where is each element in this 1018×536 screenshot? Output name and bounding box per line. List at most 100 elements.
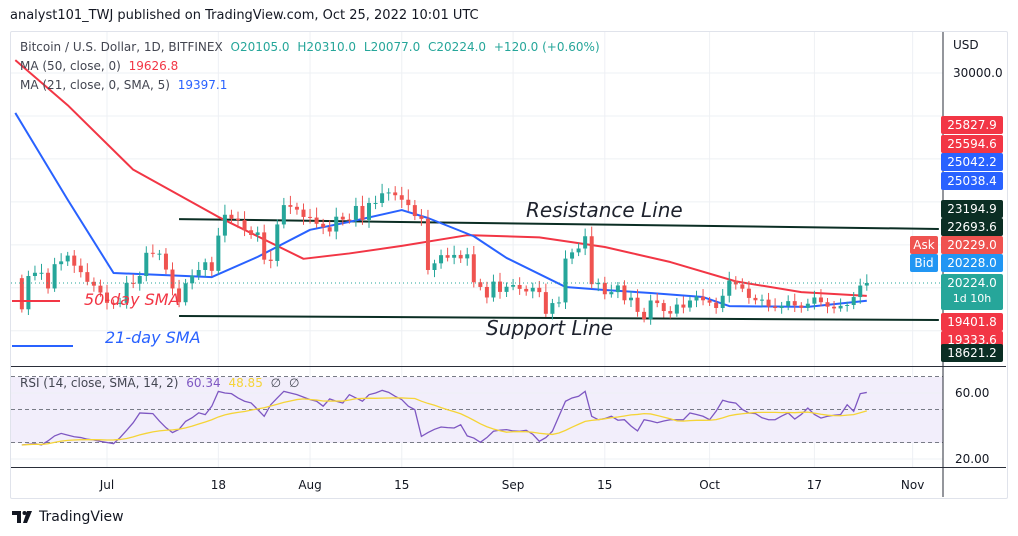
candle bbox=[406, 189, 411, 212]
candle-body bbox=[255, 232, 260, 235]
candle bbox=[517, 277, 522, 295]
candle bbox=[72, 250, 77, 273]
candle-body bbox=[498, 281, 502, 292]
rsi-line bbox=[21, 389, 867, 446]
tradingview-logo-icon bbox=[12, 511, 32, 523]
candle bbox=[360, 195, 365, 225]
candle-body bbox=[137, 275, 142, 284]
candle-body bbox=[458, 254, 463, 259]
candle bbox=[714, 297, 719, 314]
candle-body bbox=[340, 216, 345, 220]
candle-body bbox=[530, 287, 535, 292]
candle bbox=[334, 207, 339, 240]
candle-body bbox=[602, 282, 607, 295]
rsi-axis-20: 20.00 bbox=[955, 452, 990, 466]
symbol-name: Bitcoin / U.S. Dollar, 1D, BITFINEX bbox=[20, 40, 223, 54]
candle-body bbox=[635, 297, 640, 312]
candle bbox=[380, 183, 385, 208]
candle-body bbox=[681, 304, 686, 308]
candle bbox=[792, 293, 797, 313]
candle bbox=[511, 278, 516, 291]
candle bbox=[805, 298, 810, 312]
candle bbox=[622, 280, 627, 305]
candle bbox=[196, 261, 201, 280]
candle-body bbox=[825, 302, 830, 307]
ohlc-change: +120.0 (+0.60%) bbox=[493, 40, 600, 54]
candle bbox=[183, 278, 188, 306]
price-tag: 20229.0 bbox=[941, 236, 1003, 254]
candle bbox=[19, 274, 24, 313]
candle bbox=[177, 279, 182, 308]
candle bbox=[150, 244, 155, 258]
candle-body bbox=[52, 264, 57, 289]
candle-body bbox=[760, 299, 764, 301]
candle bbox=[773, 298, 778, 312]
candle bbox=[327, 220, 332, 237]
candle-body bbox=[478, 282, 483, 287]
candle-body bbox=[294, 206, 299, 210]
price-tag: 20228.0 bbox=[941, 254, 1003, 272]
candle bbox=[39, 263, 44, 280]
rsi-sma-value: 48.85 bbox=[228, 376, 263, 390]
candle-body bbox=[550, 303, 555, 314]
tradingview-logo[interactable]: TradingView bbox=[12, 509, 124, 525]
ma21-annotation: 21-day SMA bbox=[105, 328, 201, 347]
candle-body bbox=[773, 306, 778, 309]
tradingview-logo-text: TradingView bbox=[39, 509, 124, 525]
candle-body bbox=[661, 303, 666, 312]
candle-body bbox=[694, 296, 699, 301]
candle-body bbox=[236, 218, 240, 221]
candle-body bbox=[642, 311, 647, 320]
ask-label: Ask bbox=[910, 236, 938, 254]
candle-body bbox=[471, 254, 476, 283]
candle bbox=[786, 295, 791, 311]
rsi-legend[interactable]: RSI (14, close, SMA, 14, 2) 60.34 48.85 … bbox=[20, 376, 303, 390]
time-axis-label: Nov bbox=[900, 478, 925, 492]
candle-body bbox=[655, 300, 660, 304]
candle bbox=[52, 257, 57, 292]
candle bbox=[98, 279, 103, 297]
resistance-line bbox=[179, 218, 939, 230]
ma50-line bbox=[14, 59, 867, 297]
candle bbox=[393, 186, 398, 201]
candle bbox=[242, 211, 247, 237]
candle-body bbox=[196, 269, 201, 276]
ma50-legend[interactable]: MA (50, close, 0) 19626.8 bbox=[20, 59, 182, 73]
candle bbox=[766, 292, 771, 312]
price-tag: 25594.6 bbox=[941, 135, 1003, 153]
candle bbox=[556, 296, 561, 308]
candle-body bbox=[46, 272, 51, 289]
candle bbox=[308, 208, 313, 224]
candle bbox=[583, 228, 588, 256]
candle-body bbox=[491, 281, 496, 298]
time-axis-label: 15 bbox=[597, 478, 613, 492]
candle-body bbox=[360, 205, 365, 220]
candle-body bbox=[779, 306, 784, 309]
candle-body bbox=[701, 296, 706, 301]
price-tag: 25038.4 bbox=[941, 172, 1003, 190]
candle-body bbox=[78, 265, 83, 273]
candle bbox=[838, 298, 843, 312]
ma21-legend[interactable]: MA (21, close, 0, SMA, 5) 19397.1 bbox=[20, 78, 231, 92]
candle-body bbox=[72, 255, 77, 266]
candle-body bbox=[262, 232, 267, 260]
chart-frame bbox=[10, 31, 1008, 499]
candle-body bbox=[753, 297, 758, 301]
candle bbox=[236, 211, 240, 229]
candle bbox=[746, 280, 751, 304]
candle-body bbox=[222, 214, 227, 236]
candle bbox=[32, 265, 37, 281]
candle-body bbox=[268, 259, 273, 261]
candle-body bbox=[727, 280, 732, 296]
price-tag: 18621.2 bbox=[941, 344, 1003, 362]
candle-body bbox=[334, 216, 339, 232]
price-tag: 19401.8 bbox=[941, 313, 1003, 331]
time-axis-label: Sep bbox=[501, 478, 525, 492]
candle-body bbox=[818, 297, 823, 303]
candle-body bbox=[838, 305, 843, 309]
ohlc-close: C20224.0 bbox=[428, 40, 487, 54]
candle bbox=[596, 278, 601, 292]
symbol-legend: Bitcoin / U.S. Dollar, 1D, BITFINEX O201… bbox=[20, 40, 604, 54]
candle-body bbox=[622, 285, 627, 301]
